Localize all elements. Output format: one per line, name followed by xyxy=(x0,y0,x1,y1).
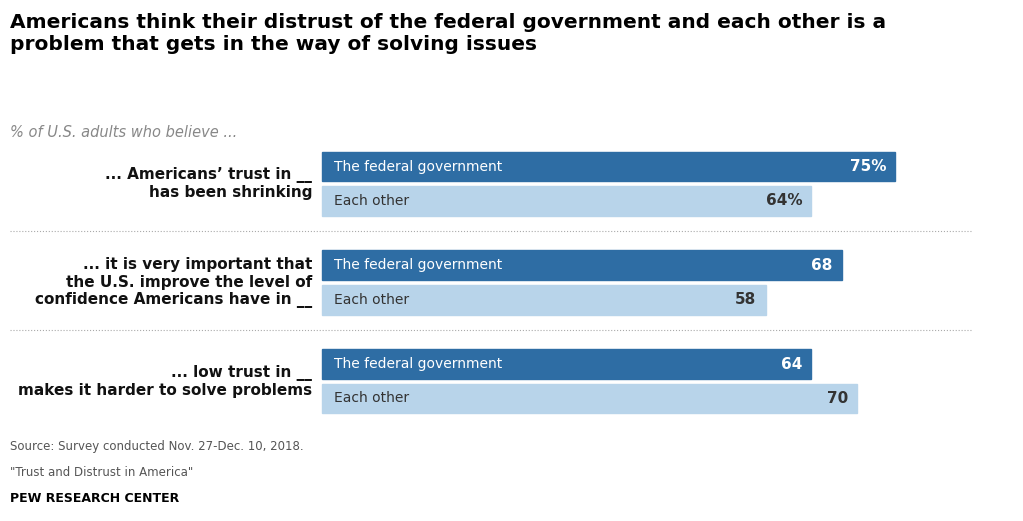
Text: "Trust and Distrust in America": "Trust and Distrust in America" xyxy=(10,466,193,479)
Text: ... low trust in __
makes it harder to solve problems: ... low trust in __ makes it harder to s… xyxy=(17,365,312,398)
Bar xyxy=(322,349,811,379)
Bar xyxy=(322,251,842,280)
Text: The federal government: The federal government xyxy=(333,159,502,173)
Text: 58: 58 xyxy=(736,292,756,307)
Text: The federal government: The federal government xyxy=(333,357,502,371)
Text: 75%: 75% xyxy=(850,159,886,174)
Text: ... Americans’ trust in __
has been shrinking: ... Americans’ trust in __ has been shri… xyxy=(105,167,312,201)
Text: 70: 70 xyxy=(827,391,848,406)
Bar xyxy=(322,383,857,413)
Text: Americans think their distrust of the federal government and each other is a
pro: Americans think their distrust of the fe… xyxy=(10,13,886,54)
Text: Source: Survey conducted Nov. 27-Dec. 10, 2018.: Source: Survey conducted Nov. 27-Dec. 10… xyxy=(10,440,304,453)
Text: Each other: Each other xyxy=(333,194,409,208)
Bar xyxy=(322,152,895,181)
Text: 64: 64 xyxy=(781,356,802,371)
Text: 68: 68 xyxy=(811,258,833,273)
Text: PEW RESEARCH CENTER: PEW RESEARCH CENTER xyxy=(10,492,179,505)
Bar xyxy=(322,285,765,315)
Text: ... it is very important that
the U.S. improve the level of
confidence Americans: ... it is very important that the U.S. i… xyxy=(35,257,312,308)
Text: 64%: 64% xyxy=(765,193,802,208)
Bar xyxy=(322,186,811,216)
Text: Each other: Each other xyxy=(333,293,409,307)
Text: Each other: Each other xyxy=(333,391,409,405)
Text: The federal government: The federal government xyxy=(333,258,502,272)
Text: % of U.S. adults who believe ...: % of U.S. adults who believe ... xyxy=(10,125,237,140)
